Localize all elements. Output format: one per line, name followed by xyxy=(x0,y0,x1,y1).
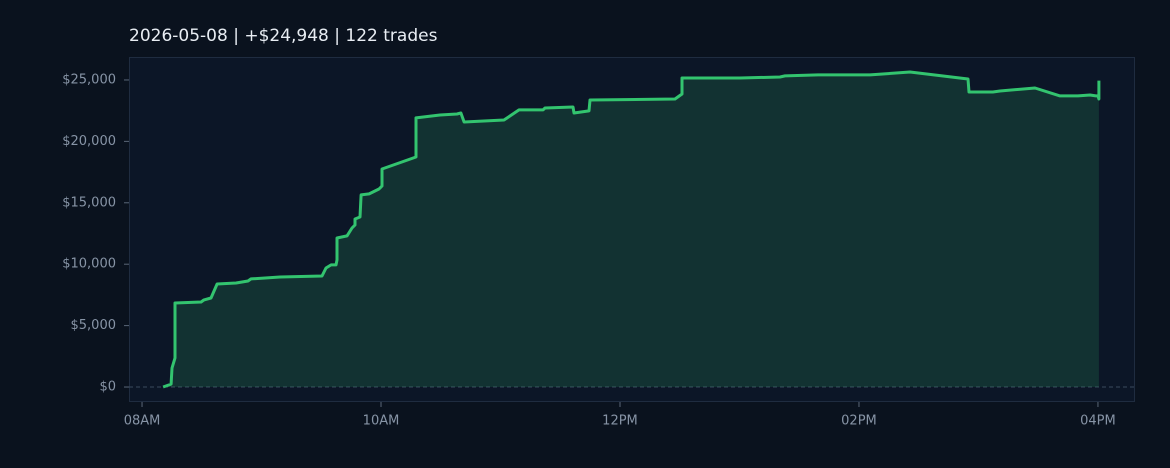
y-tick-label: $25,000 xyxy=(62,72,116,87)
x-tick-label: 10AM xyxy=(363,414,400,429)
line xyxy=(162,70,1101,389)
x-tick-label: 08AM xyxy=(124,414,161,429)
y-tick-label: $10,000 xyxy=(62,257,116,272)
x-tick-label: 02PM xyxy=(841,414,877,429)
area xyxy=(163,72,1099,388)
y-tick-label: $5,000 xyxy=(71,318,117,333)
chart-title: 2026-05-08 | +$24,948 | 122 trades xyxy=(129,26,438,46)
x-tick-label: 12PM xyxy=(602,414,638,429)
x-tick-label: 04PM xyxy=(1080,414,1116,429)
y-tick-label: $15,000 xyxy=(62,195,116,210)
plot-area xyxy=(129,57,1135,402)
y-tick-label: $0 xyxy=(99,380,116,395)
y-tick-label: $20,000 xyxy=(62,134,116,149)
